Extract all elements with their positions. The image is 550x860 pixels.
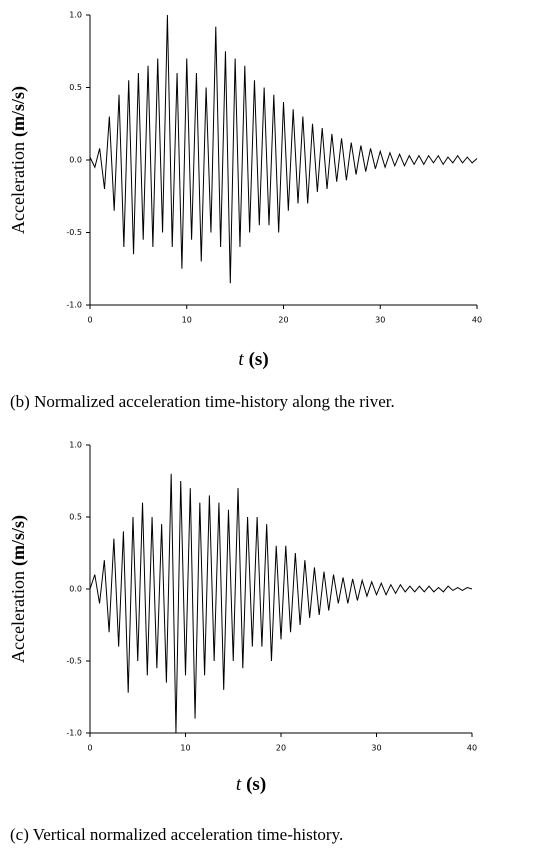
x-tick-label: 40	[467, 744, 477, 753]
x-axis-label-text: t	[236, 774, 242, 795]
x-tick-label: 0	[87, 744, 92, 753]
x-tick-label: 0	[87, 316, 92, 325]
chart: -1.0 -0.5 0.0 0.5 1.0 0 10 20 30 40 Acceleration (m…	[8, 11, 482, 412]
y-tick-label: 1.0	[69, 441, 82, 450]
acceleration-line	[89, 14, 478, 284]
y-tick-label: -1.0	[66, 301, 82, 310]
caption: (b) Normalized acceleration time-history…	[10, 392, 395, 411]
y-tick-label: 0.0	[69, 156, 82, 165]
y-axis-label: Acceleration (m/s/s)	[8, 515, 29, 663]
x-tick-label: 20	[278, 316, 288, 325]
y-tick-label: 0.5	[69, 513, 82, 522]
x-tick-label: 10	[182, 316, 192, 325]
y-axis-label: Acceleration (m/s/s)	[8, 86, 29, 234]
x-tick-label: 10	[180, 744, 190, 753]
x-tick-label: 20	[276, 744, 286, 753]
y-axis-label-text: Acceleration	[8, 571, 28, 663]
y-axis-label-unit: (m/s/s)	[8, 86, 29, 137]
x-axis-label-unit: (s)	[249, 349, 269, 370]
y-tick-label: 1.0	[69, 11, 82, 20]
y-tick-label: -0.5	[66, 657, 82, 666]
y-tick-label: -0.5	[66, 228, 82, 237]
y-tick-label: 0.0	[69, 585, 82, 594]
x-tick-label: 30	[371, 744, 381, 753]
y-tick-label: -1.0	[66, 729, 82, 738]
x-axis-label-text: t	[238, 349, 244, 370]
acceleration-line	[89, 473, 473, 734]
caption: (c) Vertical normalized acceleration tim…	[10, 825, 343, 844]
x-tick-label: 30	[375, 316, 385, 325]
x-tick-label: 40	[472, 316, 482, 325]
chart: -1.0 -0.5 0.0 0.5 1.0 0 10 20 30 40 Acceleration (m…	[8, 441, 477, 845]
y-tick-label: 0.5	[69, 83, 82, 92]
y-axis-label-text: Acceleration	[8, 142, 28, 234]
x-axis-label-unit: (s)	[246, 774, 266, 795]
x-axis-label: t (s)	[238, 349, 268, 370]
x-axis-label: t (s)	[236, 774, 266, 795]
y-axis-label-unit: (m/s/s)	[8, 515, 29, 566]
